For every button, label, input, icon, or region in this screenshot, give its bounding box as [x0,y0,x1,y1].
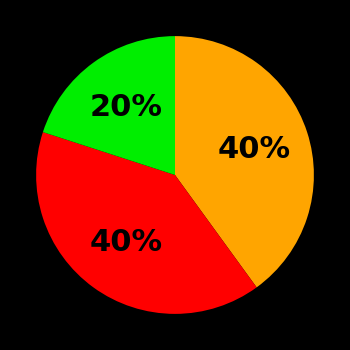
Wedge shape [36,132,257,314]
Text: 40%: 40% [90,228,163,257]
Wedge shape [43,36,175,175]
Wedge shape [175,36,314,287]
Text: 40%: 40% [218,135,291,164]
Text: 20%: 20% [90,93,162,122]
